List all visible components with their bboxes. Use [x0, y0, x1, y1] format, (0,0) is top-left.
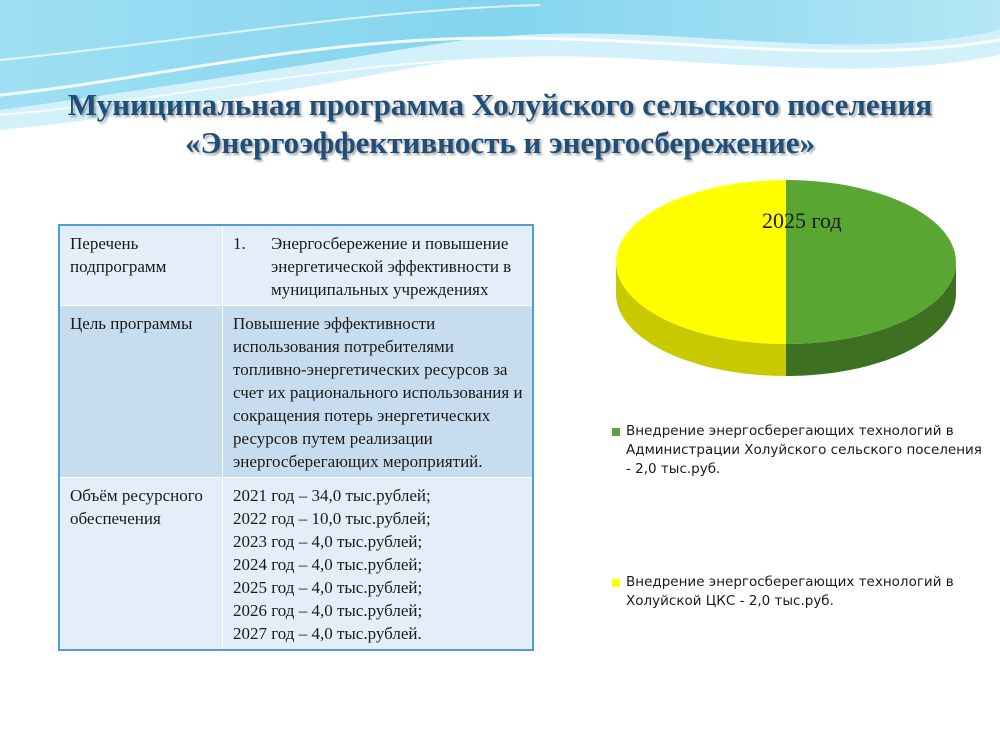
legend-item-cks: Внедрение энергосберегающих технологий в…	[612, 573, 982, 611]
legend-swatch-yellow	[612, 579, 620, 587]
goal-value: Повышение эффективности использования по…	[222, 305, 534, 478]
pie-side-green	[786, 262, 956, 376]
program-info-table: Перечень подпрограмм 1. Энергосбережение…	[58, 224, 534, 651]
table-row-funding: Объём ресурсного обеспечения 2021 год – …	[58, 477, 534, 651]
funding-line: 2023 год – 4,0 тыс.рублей;	[233, 532, 423, 551]
funding-line: 2022 год – 10,0 тыс.рублей;	[233, 509, 431, 528]
funding-line: 2024 год – 4,0 тыс.рублей;	[233, 555, 423, 574]
goal-label: Цель программы	[58, 305, 223, 478]
slide-title-line-2: «Энергоэффективность и энергосбережение»	[184, 125, 816, 160]
list-item: 1. Энергосбережение и повышение энергети…	[233, 232, 524, 301]
funding-value: 2021 год – 34,0 тыс.рублей; 2022 год – 1…	[222, 477, 534, 651]
chart-title: 2025 год	[762, 208, 842, 233]
legend-label: Внедрение энергосберегающих технологий в…	[626, 574, 954, 609]
table-row-goal: Цель программы Повышение эффективности и…	[58, 305, 534, 478]
funding-line: 2027 год – 4,0 тыс.рублей.	[233, 624, 422, 643]
legend-swatch-green	[612, 428, 620, 436]
slide-title: Муниципальная программа Холуйского сельс…	[0, 86, 1000, 162]
list-item-number: 1.	[233, 234, 246, 253]
funding-line: 2025 год – 4,0 тыс.рублей;	[233, 578, 423, 597]
funding-line: 2021 год – 34,0 тыс.рублей;	[233, 486, 431, 505]
chart-legend: Внедрение энергосберегающих технологий в…	[612, 422, 982, 611]
pie-side-yellow	[616, 262, 786, 376]
subprograms-value: 1. Энергосбережение и повышение энергети…	[222, 224, 534, 306]
subprograms-list: 1. Энергосбережение и повышение энергети…	[233, 232, 524, 301]
legend-label: Внедрение энергосберегающих технологий в…	[626, 423, 982, 477]
slide-title-line-1: Муниципальная программа Холуйского сельс…	[67, 87, 933, 122]
pie-slice-green	[786, 180, 956, 344]
pie-slice-yellow	[616, 180, 786, 344]
list-item-text: Энергосбережение и повышение энергетичес…	[271, 234, 512, 299]
funding-pie-chart	[616, 180, 956, 376]
funding-line: 2026 год – 4,0 тыс.рублей;	[233, 601, 423, 620]
legend-item-administration: Внедрение энергосберегающих технологий в…	[612, 422, 982, 479]
header-wave-decoration	[0, 0, 1000, 130]
subprograms-label: Перечень подпрограмм	[58, 224, 223, 306]
funding-label: Объём ресурсного обеспечения	[58, 477, 223, 651]
table-row-subprograms: Перечень подпрограмм 1. Энергосбережение…	[58, 224, 534, 306]
